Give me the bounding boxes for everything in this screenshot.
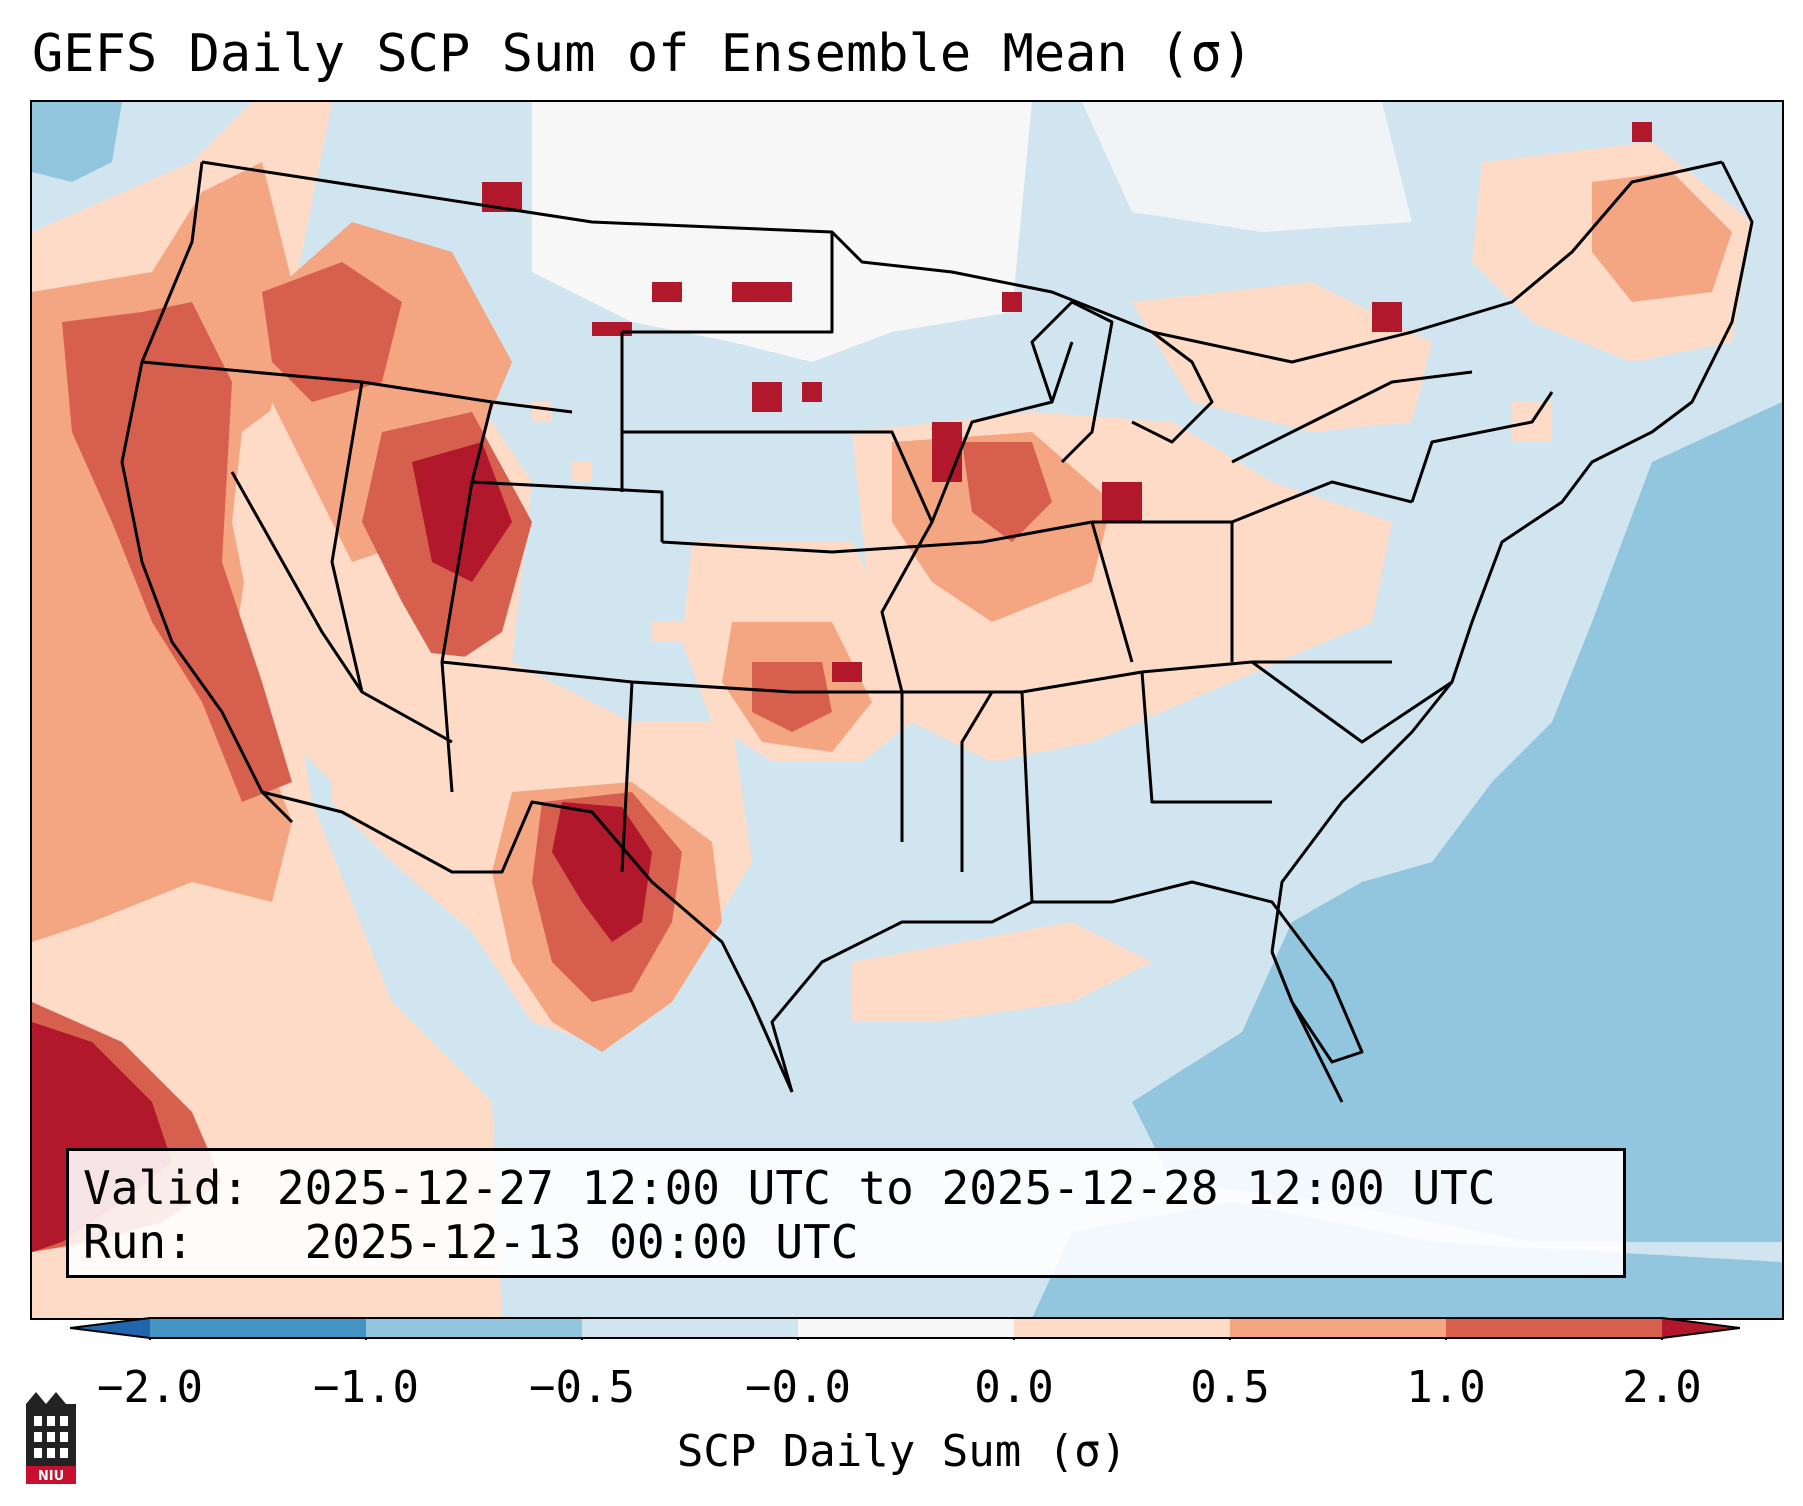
great-lakes-huron: [1131, 330, 1214, 444]
state-line-9: [622, 232, 834, 334]
anomaly-region-washington-strong: [262, 262, 402, 402]
niu-logo-icon: NIU: [26, 1392, 76, 1484]
state-line-7: [471, 480, 664, 542]
anomaly-region-pacific-northwest-negative: [32, 102, 122, 182]
anomaly-region-idaho-extreme: [412, 442, 512, 582]
colorbar-segment-4: [798, 1318, 1014, 1338]
svg-text:NIU: NIU: [38, 1469, 64, 1484]
state-line-4: [440, 401, 494, 793]
us-mexico-border: [261, 790, 794, 1093]
state-line-6: [620, 681, 634, 873]
colorbar-extend-high: [1662, 1318, 1740, 1338]
state-line-11: [661, 520, 1093, 554]
colorbar-segment-7: [1446, 1318, 1662, 1338]
map-title: GEFS Daily SCP Sum of Ensemble Mean (σ): [32, 24, 1253, 84]
us-west-coast: [120, 161, 294, 824]
boundary-lines: [120, 160, 1754, 1103]
state-line-5: [441, 660, 902, 694]
anomaly-region-oklahoma-strong: [752, 662, 832, 732]
great-lakes-michigan: [1030, 300, 1114, 464]
anomaly-region-atlantic-negative: [1132, 402, 1782, 1242]
florida-coast: [1270, 951, 1344, 1103]
neutral-region-canada: [1082, 102, 1412, 232]
colorbar-tick-label: −0.5: [529, 1362, 635, 1413]
gulf-coast: [770, 880, 1364, 1093]
great-lakes-erie-ontario: [1231, 370, 1473, 464]
state-line-16: [1140, 671, 1272, 804]
colorbar-segment-2: [366, 1318, 582, 1338]
map-panel: [30, 100, 1784, 1320]
colorbar-label: SCP Daily Sum (σ): [676, 1426, 1128, 1477]
valid-label: Valid:: [83, 1161, 250, 1215]
valid-time-range: 2025-12-27 12:00 UTC to 2025-12-28 12:00…: [276, 1161, 1496, 1215]
run-time: 2025-12-13 00:00 UTC: [304, 1215, 859, 1269]
colorbar: [70, 1317, 1740, 1340]
colorbar-tick-label: 2.0: [1622, 1362, 1702, 1413]
state-line-15: [1020, 691, 1034, 903]
colorbar-tick-label: −1.0: [313, 1362, 419, 1413]
colorbar-segment-1: [150, 1318, 366, 1338]
colorbar-tick-label: −0.0: [745, 1362, 851, 1413]
state-line-2: [230, 471, 453, 744]
anomaly-region-northeast-moderate: [1592, 172, 1732, 302]
colorbar-tick-label: 0.0: [974, 1362, 1054, 1413]
anomaly-region-texas-extreme: [552, 802, 652, 942]
map-canvas: [32, 102, 1782, 1318]
state-line-21: [1410, 391, 1554, 503]
anomaly-region-iowa-strong: [962, 442, 1052, 542]
colorbar-tick-marks: [149, 1338, 1663, 1340]
colorbar-tick-label: 1.0: [1406, 1362, 1486, 1413]
state-line-3: [330, 381, 364, 693]
anomaly-region-gulf-light: [852, 922, 1152, 1022]
state-line-19: [1090, 521, 1134, 663]
valid-run-info-box: Valid: 2025-12-27 12:00 UTC to 2025-12-2…: [66, 1148, 1626, 1278]
colorbar-tick-label: 0.5: [1190, 1362, 1270, 1413]
colorbar-extend-low: [70, 1318, 150, 1338]
state-line-1: [141, 360, 573, 414]
state-line-17: [1251, 660, 1453, 744]
colorbar-segment-3: [582, 1318, 798, 1338]
state-line-14: [960, 691, 994, 872]
anomaly-region-coastal-strong: [62, 302, 292, 802]
colorbar-tick-label: −2.0: [97, 1362, 203, 1413]
state-line-22: [930, 341, 1074, 523]
colorbar-segment-5: [1014, 1318, 1230, 1338]
colorbar-segment-6: [1230, 1318, 1446, 1338]
east-coast: [1270, 161, 1754, 953]
state-line-18: [1092, 480, 1413, 524]
run-label: Run:: [83, 1215, 194, 1269]
